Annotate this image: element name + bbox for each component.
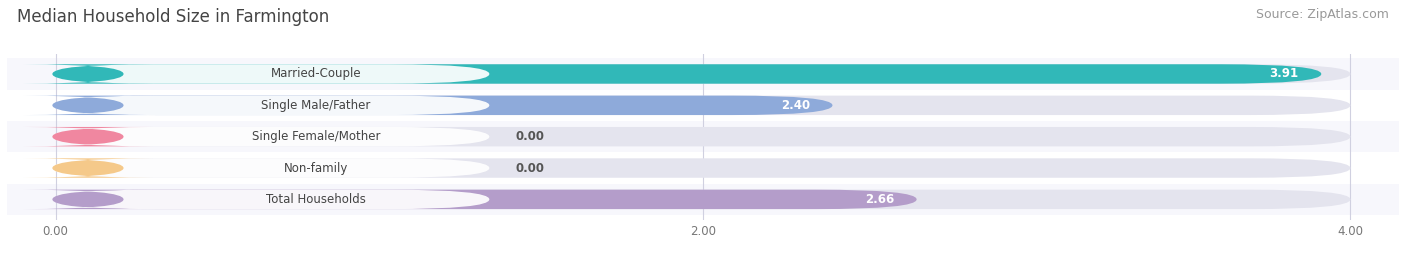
FancyBboxPatch shape bbox=[24, 158, 153, 178]
FancyBboxPatch shape bbox=[24, 96, 153, 115]
FancyBboxPatch shape bbox=[24, 190, 153, 209]
Text: 3.91: 3.91 bbox=[1270, 68, 1299, 80]
Text: Single Male/Father: Single Male/Father bbox=[262, 99, 371, 112]
FancyBboxPatch shape bbox=[0, 184, 1406, 215]
FancyBboxPatch shape bbox=[56, 96, 832, 115]
FancyBboxPatch shape bbox=[0, 58, 1406, 90]
FancyBboxPatch shape bbox=[52, 64, 489, 84]
FancyBboxPatch shape bbox=[0, 152, 1406, 184]
Text: Single Female/Mother: Single Female/Mother bbox=[252, 130, 381, 143]
FancyBboxPatch shape bbox=[56, 64, 1322, 84]
Text: 0.00: 0.00 bbox=[515, 162, 544, 174]
FancyBboxPatch shape bbox=[56, 96, 1350, 115]
FancyBboxPatch shape bbox=[52, 158, 489, 178]
Text: Source: ZipAtlas.com: Source: ZipAtlas.com bbox=[1256, 8, 1389, 21]
FancyBboxPatch shape bbox=[24, 64, 153, 84]
FancyBboxPatch shape bbox=[52, 127, 489, 146]
FancyBboxPatch shape bbox=[52, 96, 489, 115]
Text: Non-family: Non-family bbox=[284, 162, 349, 174]
FancyBboxPatch shape bbox=[56, 64, 1350, 84]
Text: 2.66: 2.66 bbox=[865, 193, 894, 206]
FancyBboxPatch shape bbox=[52, 190, 489, 209]
FancyBboxPatch shape bbox=[56, 190, 1350, 209]
FancyBboxPatch shape bbox=[24, 127, 153, 146]
FancyBboxPatch shape bbox=[0, 90, 1406, 121]
Text: Married-Couple: Married-Couple bbox=[271, 68, 361, 80]
Text: Total Households: Total Households bbox=[266, 193, 366, 206]
FancyBboxPatch shape bbox=[56, 190, 917, 209]
FancyBboxPatch shape bbox=[56, 127, 1350, 146]
FancyBboxPatch shape bbox=[56, 158, 1350, 178]
Text: 2.40: 2.40 bbox=[780, 99, 810, 112]
FancyBboxPatch shape bbox=[0, 121, 1406, 152]
Text: Median Household Size in Farmington: Median Household Size in Farmington bbox=[17, 8, 329, 26]
Text: 0.00: 0.00 bbox=[515, 130, 544, 143]
